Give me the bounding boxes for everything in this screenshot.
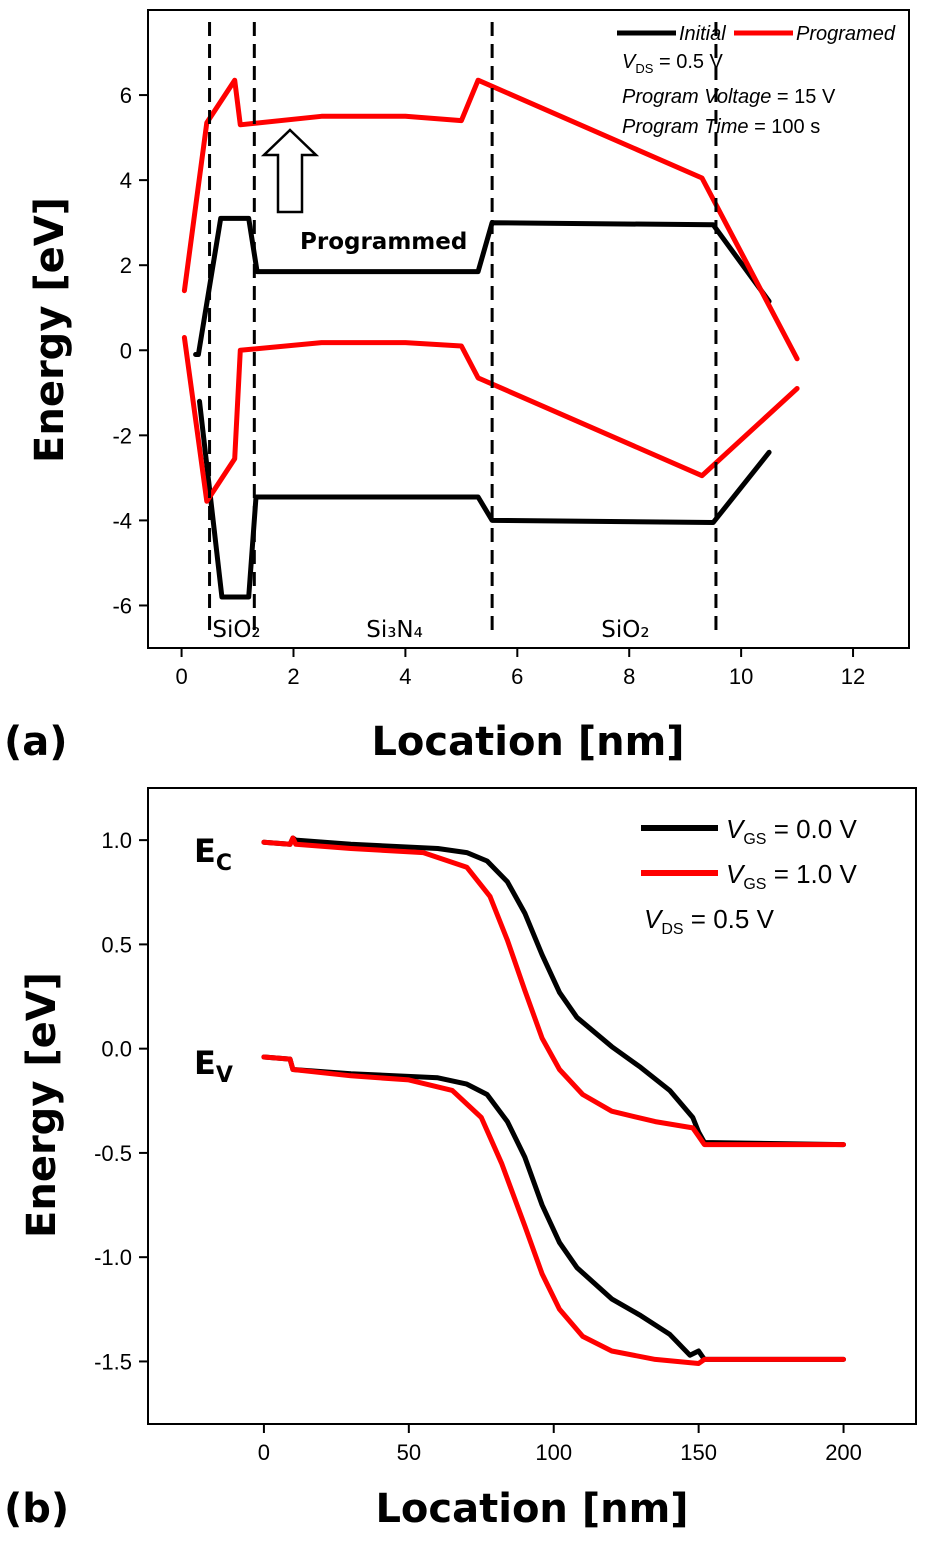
y-tick-label: 4 (120, 168, 132, 193)
legend-a-programed: Programed (796, 23, 896, 45)
band-label-ev-sub: V (216, 1063, 233, 1088)
panel-b-x-ticks: 0 50 100 150 200 (258, 1424, 862, 1465)
panel-a: 0 2 4 6 8 10 12 -6 -4 -2 0 2 4 6 SiO₂ Si₃N₄ SiO₂ Progr… (4, 9, 910, 765)
panel-a-x-axis-label: Location [nm] (371, 719, 684, 765)
programmed-annotation: Programmed (300, 229, 467, 255)
y-tick-label: 2 (120, 253, 132, 278)
panel-b: 0 50 100 150 200 1.00.50.0-0.5-1.0-1.5 EC EV… (4, 787, 917, 1532)
region-label: SiO₂ (601, 617, 649, 643)
x-tick-label: 2 (287, 664, 299, 689)
x-tick-label: 50 (397, 1440, 421, 1465)
band-label-ec-main: E (194, 832, 216, 870)
panel-b-plot-lines (261, 835, 846, 1366)
panel-b-x-axis-label: Location [nm] (375, 1486, 688, 1532)
panel-b-legend: VGS = 0.0 V VGS = 1.0 V VDS = 0.5 V (641, 814, 857, 938)
x-tick-label: 10 (729, 664, 753, 689)
panel-a-legend: Initial Programed VDS = 0.5 V Program Vo… (617, 23, 896, 138)
region-label: Si₃N₄ (366, 617, 423, 643)
y-tick-label: -4 (112, 508, 132, 533)
series-second-line-1 (261, 1054, 846, 1366)
y-tick-label: 0.0 (101, 1037, 132, 1062)
y-tick-label: 0 (120, 338, 132, 363)
panel-a-frame (147, 9, 910, 649)
x-tick-label: 6 (511, 664, 523, 689)
series-second-line-0 (261, 835, 846, 1148)
legend-b-vds: VDS = 0.5 V (644, 904, 775, 938)
series-first-line-1 (197, 398, 772, 600)
panel-a-plot-lines (181, 77, 800, 600)
legend-a-program-voltage: Program Voltage = 15 V (622, 86, 836, 108)
legend-b-vgs1: VGS = 1.0 V (726, 859, 857, 893)
region-label: SiO₂ (212, 617, 260, 643)
panel-b-frame (147, 787, 917, 1425)
y-tick-label: -0.5 (94, 1141, 132, 1166)
y-tick-label: 6 (120, 83, 132, 108)
legend-a-initial: Initial (679, 23, 726, 45)
series-first-line-0 (261, 835, 846, 1148)
y-tick-label: -2 (112, 423, 132, 448)
programmed-arrow-icon (260, 128, 320, 214)
x-tick-label: 12 (841, 664, 865, 689)
x-tick-label: 4 (399, 664, 411, 689)
panel-b-label: (b) (4, 1486, 69, 1532)
series-first-line-0 (193, 215, 772, 357)
band-label-ev: EV (194, 1044, 233, 1088)
y-tick-label: 0.5 (101, 932, 132, 957)
x-tick-label: 200 (825, 1440, 862, 1465)
legend-b-vgs0: VGS = 0.0 V (726, 814, 857, 848)
legend-a-vds: VDS = 0.5 V (622, 51, 724, 76)
series-second-line-0 (181, 77, 800, 362)
x-tick-label: 8 (623, 664, 635, 689)
x-tick-label: 100 (535, 1440, 572, 1465)
series-second-line-1 (181, 335, 800, 504)
y-tick-label: -1.0 (94, 1245, 132, 1270)
series-first-line-1 (261, 1054, 846, 1362)
panel-a-x-ticks: 0 2 4 6 8 10 12 (175, 648, 865, 689)
y-tick-label: -1.5 (94, 1349, 132, 1374)
panel-a-label: (a) (4, 719, 68, 765)
legend-a-program-time: Program Time = 100 s (622, 116, 820, 138)
panel-a-y-axis-label: Energy [eV] (27, 197, 73, 463)
band-label-ev-main: E (194, 1044, 216, 1082)
panel-a-y-ticks: -6 -4 -2 0 2 4 6 (112, 83, 148, 618)
band-label-ec: EC (194, 832, 232, 876)
x-tick-label: 0 (258, 1440, 270, 1465)
band-label-ec-sub: C (216, 851, 232, 876)
y-tick-label: 1.0 (101, 828, 132, 853)
panel-b-y-ticks: 1.0 0.5 0.0 -0.5 -1.0 -1.5 (94, 828, 148, 1374)
panel-b-y-axis-label: Energy [eV] (19, 972, 65, 1238)
y-tick-label: -6 (112, 593, 132, 618)
panel-a-dividers (208, 22, 718, 636)
x-tick-label: 0 (175, 664, 187, 689)
x-tick-label: 150 (680, 1440, 717, 1465)
panel-a-region-labels: SiO₂ Si₃N₄ SiO₂ (212, 617, 649, 643)
